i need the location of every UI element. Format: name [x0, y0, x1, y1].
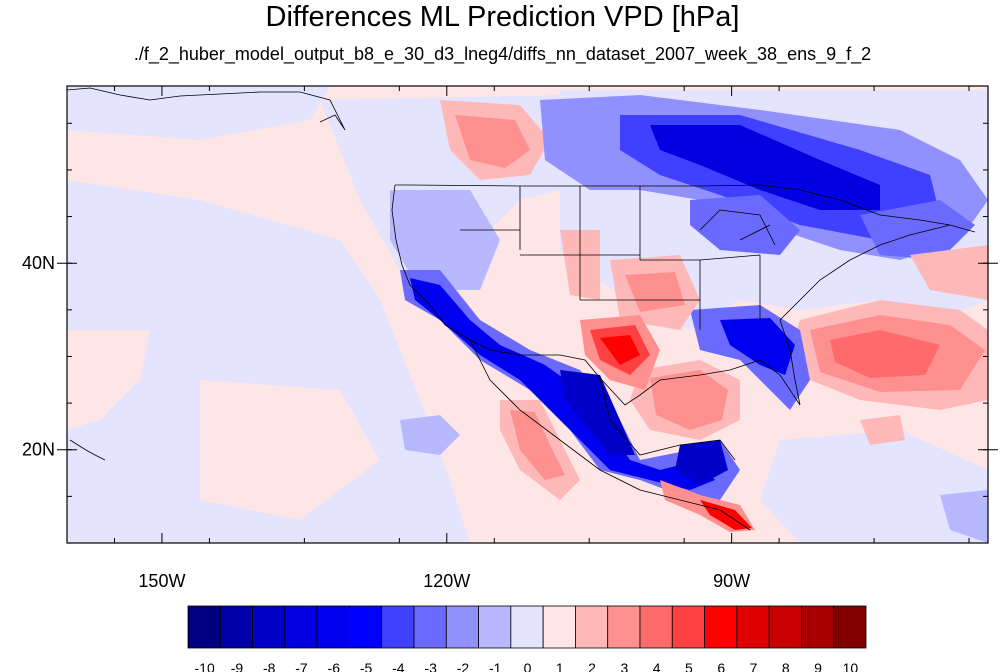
colorbar-box	[381, 605, 415, 649]
anomaly-region	[625, 272, 685, 312]
anomaly-region	[940, 490, 988, 543]
colorbar-box	[736, 605, 770, 649]
colorbar-box	[768, 605, 802, 649]
colorbar-labels: -10 -9 -8 -7 -6 -5 -4 -3 -2 -1 0 1 2 3 4 5 6 7 8 9 10	[195, 660, 859, 672]
colorbar-label: 5	[685, 660, 693, 672]
colorbar-label: -9	[231, 660, 244, 672]
axis-tick-labels: 40N 20N 150W 120W 90W	[22, 253, 750, 591]
colorbar-label: -5	[360, 660, 373, 672]
colorbar-box	[704, 605, 738, 649]
anomaly-region	[650, 370, 728, 430]
anomaly-region	[830, 330, 940, 378]
colorbar-box	[639, 605, 673, 649]
colorbar-label: -1	[489, 660, 502, 672]
lon-tick-label: 150W	[138, 571, 185, 591]
axis-ticks	[57, 86, 998, 543]
anomaly-region	[200, 380, 380, 520]
colorbar-label: 6	[717, 660, 725, 672]
anomaly-region	[67, 330, 150, 430]
colorbar-box	[575, 605, 609, 649]
anomaly-region	[400, 415, 460, 455]
anomaly-region	[860, 415, 905, 445]
colorbar-label: 3	[620, 660, 628, 672]
plot-title: Differences ML Prediction VPD [hPa]	[265, 1, 740, 33]
colorbar-label: 1	[556, 660, 564, 672]
colorbar-box	[801, 605, 835, 649]
colorbar-label: -10	[195, 660, 215, 672]
coastlines	[67, 87, 976, 531]
colorbar-box	[671, 605, 705, 649]
colorbar-label: 7	[750, 660, 758, 672]
colorbar-label: -6	[328, 660, 341, 672]
colorbar-label: -4	[392, 660, 405, 672]
anomaly-region	[67, 86, 330, 140]
colorbar-box	[187, 605, 221, 649]
anomaly-region	[650, 125, 880, 210]
vpd-difference-field	[67, 86, 988, 543]
plot-subtitle: ./f_2_huber_model_output_b8_e_30_d3_lneg…	[133, 44, 872, 64]
anomaly-region	[390, 190, 500, 290]
anomaly-region	[675, 440, 728, 485]
colorbar-box	[510, 605, 544, 649]
anomaly-region	[760, 430, 988, 543]
colorbar-label: -3	[424, 660, 437, 672]
colorbar-box	[284, 605, 318, 649]
map-frame	[66, 85, 989, 544]
anomaly-region	[455, 115, 530, 168]
colorbar-label: 9	[814, 660, 822, 672]
colorbar-box	[478, 605, 512, 649]
colorbar-box	[607, 605, 641, 649]
colorbar-label: -7	[295, 660, 308, 672]
colorbar-box	[252, 605, 286, 649]
colorbar-boxes	[187, 605, 867, 649]
anomaly-region	[510, 410, 565, 480]
anomaly-region	[860, 200, 975, 260]
anomaly-region	[600, 335, 640, 365]
colorbar-box	[349, 605, 383, 649]
colorbar-label: -2	[457, 660, 470, 672]
anomaly-region	[560, 370, 635, 455]
colorbar-label: 2	[588, 660, 596, 672]
anomaly-region	[910, 245, 988, 300]
colorbar-label: 0	[524, 660, 532, 672]
lat-tick-label: 20N	[22, 440, 55, 460]
lat-tick-label: 40N	[22, 253, 55, 273]
anomaly-region	[720, 318, 795, 375]
lon-tick-label: 120W	[423, 571, 470, 591]
colorbar-box	[833, 605, 867, 649]
lon-tick-label: 90W	[713, 571, 750, 591]
colorbar-label: -8	[263, 660, 276, 672]
colorbar-label: 4	[653, 660, 661, 672]
colorbar-box	[445, 605, 479, 649]
colorbar-label: 8	[782, 660, 790, 672]
colorbar-box	[316, 605, 350, 649]
colorbar-box	[413, 605, 447, 649]
colorbar-box	[219, 605, 253, 649]
colorbar-box	[542, 605, 576, 649]
colorbar-label: 10	[843, 660, 859, 672]
